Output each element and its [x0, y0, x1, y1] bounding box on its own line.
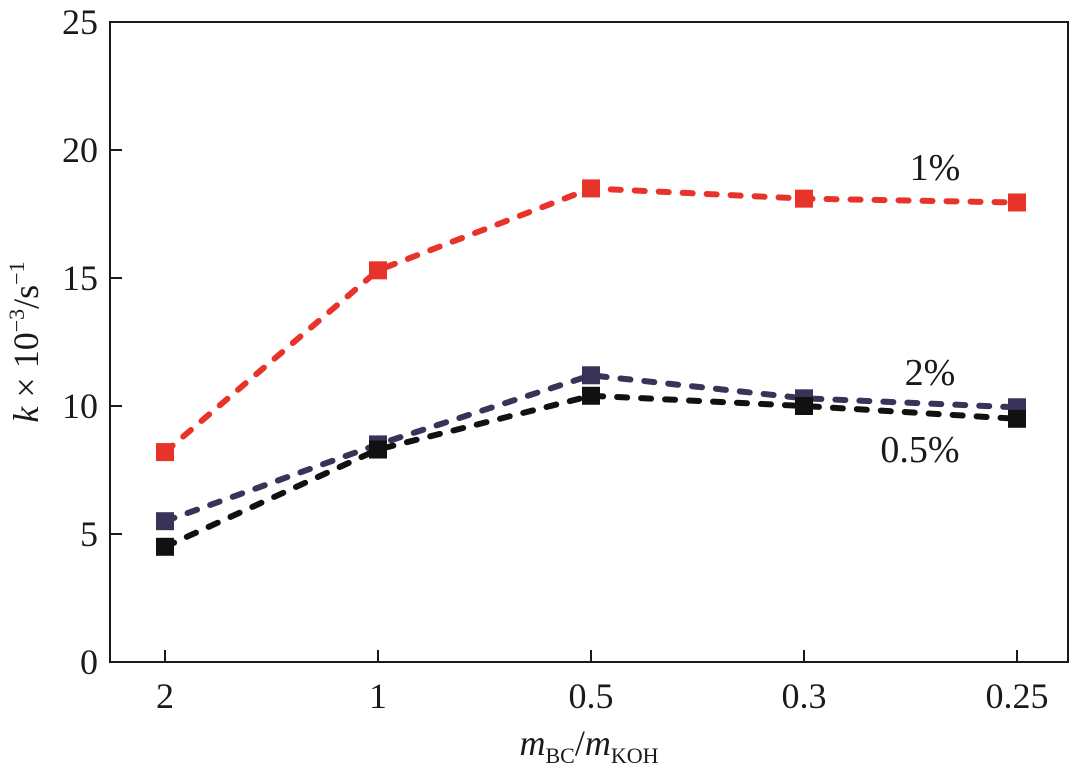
series-line — [162, 372, 1020, 525]
y-axis-label: k × 10−3/s−1 — [4, 261, 46, 422]
x-tick-label: 0.25 — [986, 676, 1049, 716]
axes: 0 5 10 15 20 25 2 1 0.5 0.3 0.25 — [62, 2, 1069, 716]
data-point — [1008, 409, 1026, 428]
data-point — [156, 537, 174, 556]
series-label: 0.5% — [880, 429, 959, 471]
x-tick-label: 0.3 — [782, 676, 827, 716]
labels: 1% 2% 0.5% mBC/mKOH k × 10−3/s−1 — [4, 147, 960, 768]
y-tick-label: 20 — [62, 130, 98, 170]
series-1 — [156, 179, 1026, 462]
series-label: 2% — [905, 352, 956, 394]
y-tick-label: 0 — [80, 642, 98, 682]
x-tick-label: 1 — [369, 676, 387, 716]
data-point — [582, 179, 600, 198]
y-tick-label: 15 — [62, 258, 98, 298]
series-3 — [156, 386, 1026, 556]
data-point — [369, 261, 387, 280]
plot-frame — [109, 21, 1069, 663]
data-point — [156, 512, 174, 531]
x-axis-label: mBC/mKOH — [519, 723, 658, 768]
x-tick-label: 2 — [156, 676, 174, 716]
data-point — [795, 189, 813, 208]
data-point — [582, 386, 600, 405]
series-label: 1% — [910, 147, 961, 189]
series-line — [162, 392, 1020, 550]
data-point — [795, 397, 813, 415]
series-layer — [156, 179, 1026, 556]
y-tick-label: 10 — [62, 386, 98, 426]
data-point — [369, 440, 387, 459]
data-point — [582, 366, 600, 385]
y-tick-label: 25 — [62, 2, 98, 42]
x-tick-label: 0.5 — [569, 676, 614, 716]
y-tick-label: 5 — [80, 514, 98, 554]
data-point — [156, 443, 174, 462]
data-point — [1008, 193, 1026, 212]
